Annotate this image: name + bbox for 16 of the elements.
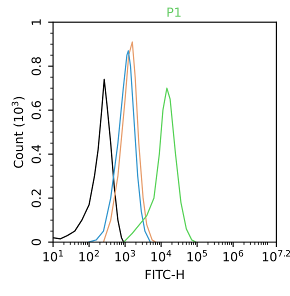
y-tick-label: 0.8 bbox=[31, 57, 41, 76]
y-tick-label: 0 bbox=[31, 238, 41, 246]
x-tick-label: 10$^{5}$ bbox=[188, 250, 207, 262]
x-tick-label: 10$^{3}$ bbox=[115, 250, 135, 262]
x-tick-label: 10$^{7.2}$ bbox=[262, 250, 290, 262]
y-axis-title: Count (10$^{3}$) bbox=[12, 96, 25, 168]
text: P1 bbox=[167, 8, 181, 17]
x-tick-label: 10$^{2}$ bbox=[79, 250, 99, 262]
x-tick-label: 10$^{4}$ bbox=[151, 250, 172, 262]
y-tick-label: 1 bbox=[32, 19, 41, 25]
x-axis-title: FITC-H bbox=[146, 270, 184, 280]
x-tick-label: 10$^{1}$ bbox=[43, 250, 63, 262]
y-tick-label: 0.2 bbox=[31, 189, 41, 208]
x-tick-label: 10$^{6}$ bbox=[224, 250, 244, 262]
y-tick-label: 0.4 bbox=[31, 144, 41, 164]
y-tick-label: 0.6 bbox=[31, 101, 41, 120]
